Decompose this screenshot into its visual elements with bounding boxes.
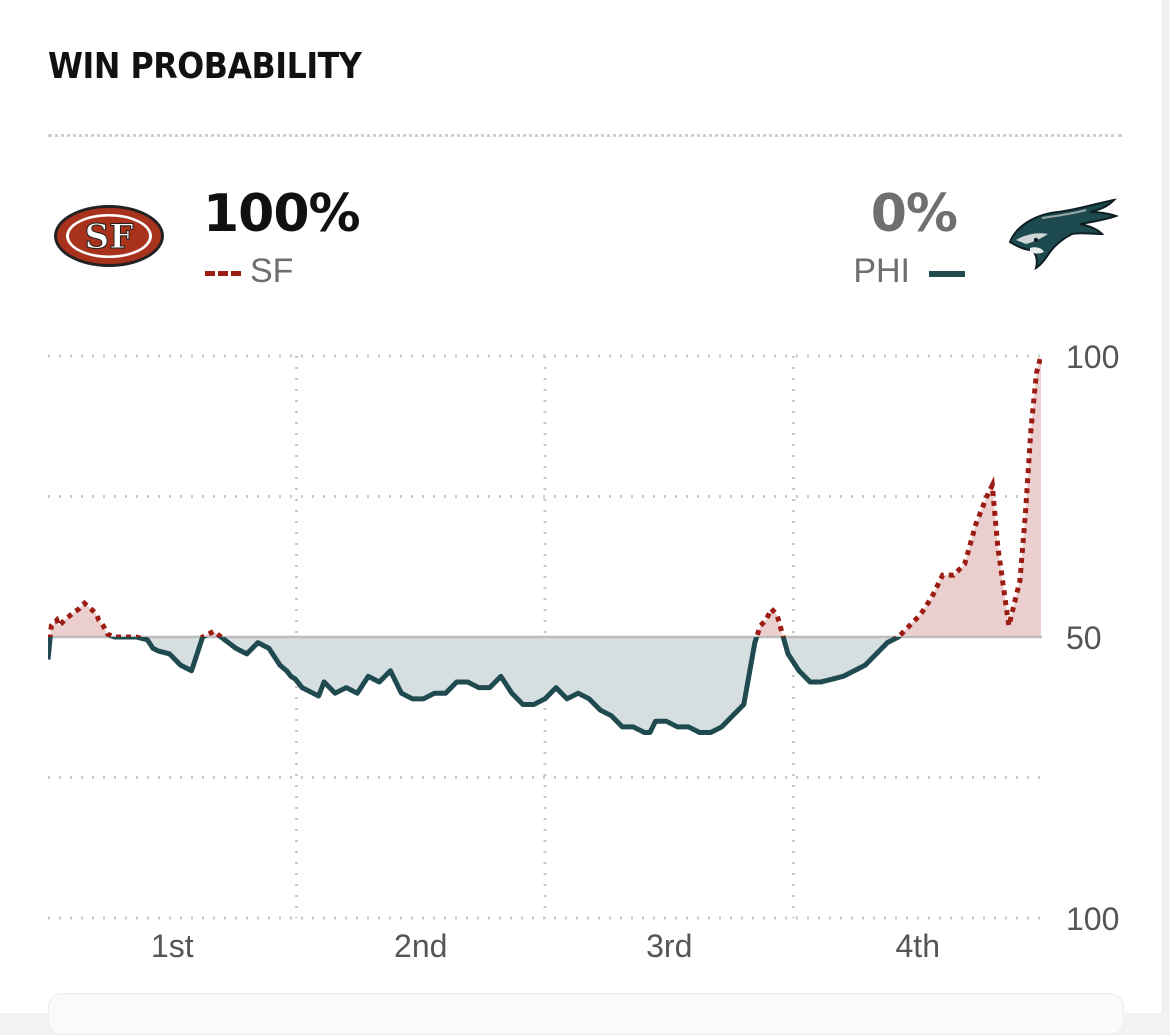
sf-win-pct: 100% (203, 184, 361, 244)
phi-line (48, 637, 902, 736)
x-tick-label: 1st (151, 928, 194, 964)
y-tick-label: 100 (1066, 339, 1119, 375)
x-tick-label: 4th (896, 928, 940, 964)
sf-area-fill (48, 356, 1041, 637)
sf-abbr: SF (250, 252, 294, 290)
eagles-logo (1008, 198, 1118, 271)
y-tick-label: 100 (1066, 901, 1119, 937)
next-card-peek (48, 993, 1124, 1035)
x-tick-label: 3rd (646, 928, 692, 964)
sf-legend-swatch (205, 271, 241, 276)
card-title: WIN PROBABILITY (48, 46, 362, 87)
win-probability-chart: 100 50 100 1st 2nd 3rd 4th (48, 339, 1119, 964)
sf-49ers-logo: SF (54, 205, 164, 267)
phi-win-pct: 0% (870, 184, 958, 244)
phi-legend-swatch (929, 271, 965, 277)
phi-abbr: PHI (853, 252, 910, 290)
title-divider (48, 134, 1122, 137)
x-tick-label: 2nd (394, 928, 447, 964)
y-tick-label: 50 (1066, 620, 1102, 656)
svg-text:SF: SF (85, 217, 134, 257)
